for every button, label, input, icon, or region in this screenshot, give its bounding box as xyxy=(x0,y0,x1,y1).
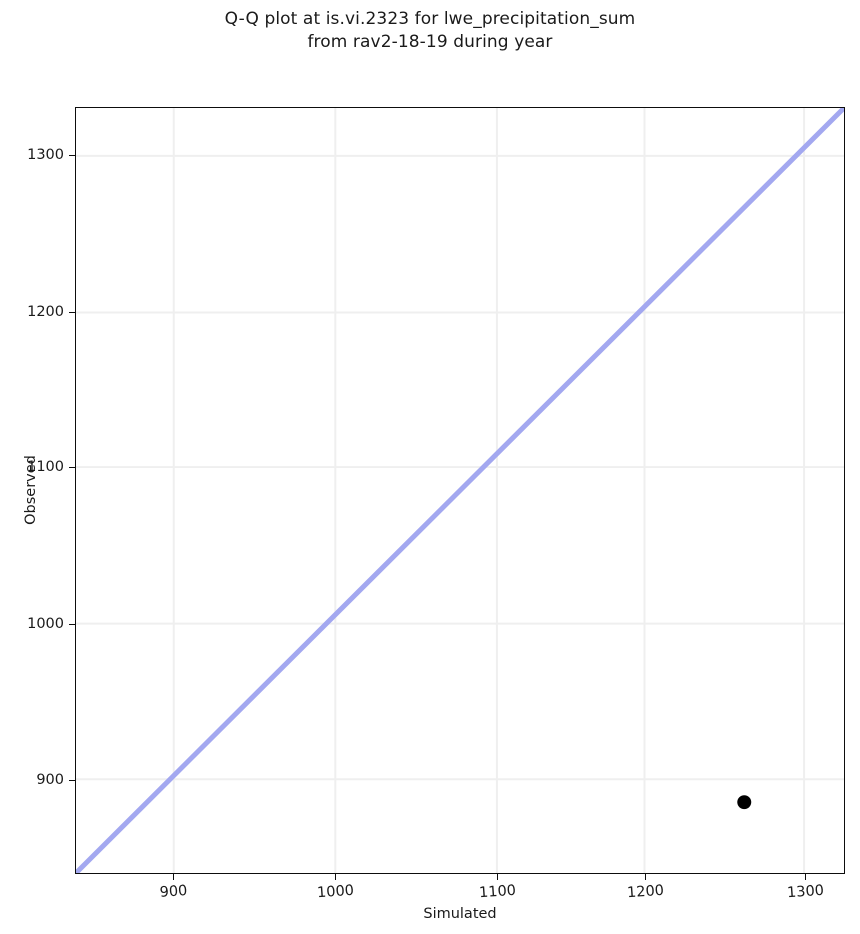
ytick-mark-1100 xyxy=(69,467,75,469)
xtick-mark-1100 xyxy=(497,874,499,880)
xtick-mark-1000 xyxy=(335,874,337,880)
xtick-mark-900 xyxy=(173,874,175,880)
y-axis-label: Observed xyxy=(23,455,39,525)
xtick-label-1300: 1300 xyxy=(786,882,825,902)
xtick-mark-1300 xyxy=(805,874,807,880)
xtick-label-1200: 1200 xyxy=(626,882,665,902)
gridlines-horizontal xyxy=(76,154,844,781)
ytick-label-group: 900 1000 1100 1200 1300 xyxy=(0,0,64,934)
xtick-label-1000: 1000 xyxy=(316,882,355,902)
ytick-mark-1300 xyxy=(69,155,75,157)
ytick-label-1200: 1200 xyxy=(27,304,64,320)
data-point-marker xyxy=(737,795,752,810)
gridlines-vertical xyxy=(172,108,806,873)
ytick-mark-900 xyxy=(69,780,75,782)
ytick-mark-1000 xyxy=(69,624,75,626)
chart-title: Q-Q plot at is.vi.2323 for lwe_precipita… xyxy=(224,9,636,52)
xtick-label-1100: 1100 xyxy=(478,882,517,902)
x-axis-label: Simulated xyxy=(423,906,497,922)
xtick-label-900: 900 xyxy=(159,883,188,901)
plot-canvas xyxy=(76,108,844,873)
ytick-mark-1200 xyxy=(69,312,75,314)
ytick-label-900: 900 xyxy=(36,772,64,788)
plot-axes-area xyxy=(75,107,845,874)
ytick-label-1300: 1300 xyxy=(27,147,64,163)
xtick-mark-1200 xyxy=(645,874,647,880)
ytick-label-1100: 1100 xyxy=(27,459,64,475)
y-axis-label-wrap: Observed xyxy=(11,455,39,525)
ytick-label-1000: 1000 xyxy=(27,616,64,632)
identity-reference-line xyxy=(76,108,844,873)
